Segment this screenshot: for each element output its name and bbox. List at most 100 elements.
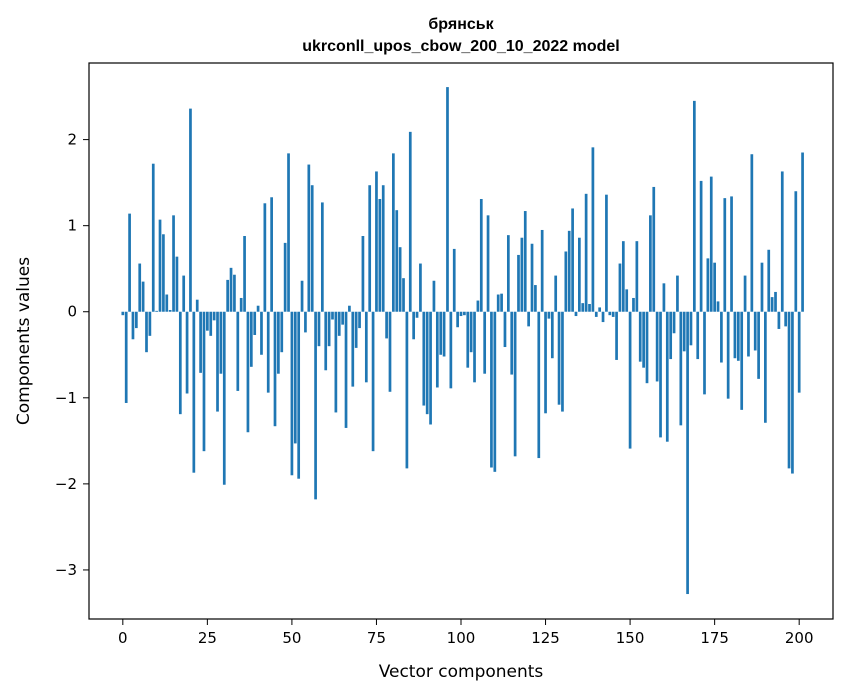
bar [649, 215, 652, 312]
bar [672, 311, 676, 334]
bar [469, 311, 473, 353]
bar [530, 243, 534, 312]
bar [151, 163, 155, 312]
bar [594, 311, 598, 317]
bar [310, 185, 314, 312]
bar [375, 171, 378, 312]
bar [513, 311, 517, 457]
bar [767, 249, 771, 312]
bar [794, 191, 798, 312]
bar [659, 311, 662, 438]
bar [178, 311, 182, 415]
x-tick-label: 200 [785, 629, 814, 647]
x-tick-label: 100 [447, 629, 476, 647]
bar [791, 311, 794, 474]
bar [534, 285, 537, 312]
bar [676, 275, 679, 312]
bar [753, 311, 757, 351]
bar [287, 153, 290, 312]
bar [304, 311, 307, 333]
bar [764, 311, 767, 423]
bar [324, 311, 328, 371]
bar [280, 311, 284, 353]
bar [588, 303, 591, 312]
bar [185, 311, 189, 394]
bar [571, 208, 574, 312]
bar [689, 311, 693, 346]
bar [750, 154, 754, 312]
x-axis: 0 25 50 75 100 125 150 175 200 [118, 619, 814, 647]
bar [547, 311, 551, 319]
bar [743, 275, 747, 312]
bar [601, 311, 605, 323]
bar [334, 311, 338, 413]
bar [621, 241, 625, 312]
bar [209, 311, 213, 336]
y-axis-label: Components values [14, 257, 34, 425]
bar [293, 311, 297, 444]
bar [283, 242, 287, 312]
bar [642, 311, 645, 368]
bar [628, 311, 632, 449]
bar [172, 215, 175, 312]
bar [364, 311, 368, 383]
bar [473, 311, 476, 383]
bar [797, 311, 801, 393]
bar [550, 311, 554, 359]
bar [429, 311, 432, 425]
y-tick-label: 0 [67, 303, 77, 321]
bar [632, 297, 635, 312]
bar [358, 311, 361, 329]
bar [239, 297, 243, 312]
bar [381, 185, 385, 312]
bar [290, 311, 294, 476]
bar [490, 311, 493, 468]
bar [760, 262, 764, 312]
x-tick-label: 25 [198, 629, 217, 647]
bar [199, 311, 202, 373]
bar [419, 263, 422, 312]
bar [638, 311, 642, 362]
bar [578, 237, 581, 312]
bar [574, 311, 578, 317]
bar [405, 311, 409, 469]
bar [121, 311, 125, 316]
bar [392, 153, 395, 312]
bar [665, 311, 669, 442]
bar [703, 311, 706, 395]
bar [517, 254, 520, 312]
bar [554, 275, 558, 312]
bar [699, 180, 703, 312]
bar [189, 108, 192, 312]
bar [297, 311, 301, 479]
bar [361, 236, 365, 312]
bar [412, 311, 416, 340]
bar [402, 278, 405, 312]
bar [544, 311, 547, 414]
bar [229, 267, 233, 312]
bar [351, 311, 355, 387]
bar [216, 311, 219, 412]
bar [581, 303, 585, 312]
bar [784, 311, 788, 327]
bar [192, 311, 196, 473]
bar [780, 171, 784, 312]
bar [270, 197, 273, 312]
bars-group [121, 87, 804, 595]
bar [493, 311, 497, 472]
bar [709, 176, 713, 312]
bar [368, 185, 372, 312]
bar [165, 294, 169, 312]
bar [537, 311, 541, 459]
bar [459, 311, 463, 317]
bar [692, 100, 696, 312]
chart-subtitle: ukrconll_upos_cbow_200_10_2022 model [302, 38, 619, 55]
y-tick-label: 2 [67, 131, 77, 149]
bar [148, 311, 152, 336]
bar [527, 311, 530, 327]
bar [557, 311, 561, 405]
bar [584, 193, 588, 312]
bar [182, 275, 186, 312]
bar [439, 311, 443, 355]
